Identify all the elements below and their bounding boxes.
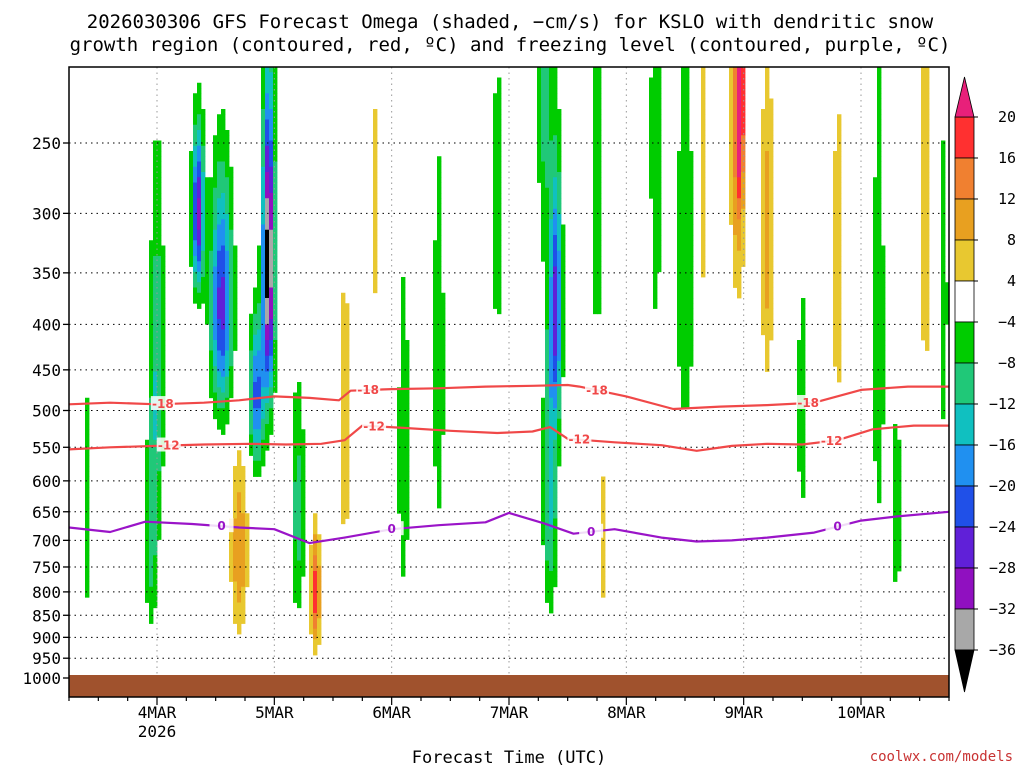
x-tick-year-label: 2026 — [138, 722, 177, 741]
x-tick-label-6MAR: 6MAR — [372, 703, 411, 722]
colorbar-tick-label: −24 — [989, 518, 1016, 536]
colorbar-over-arrow — [954, 76, 975, 118]
contour-label--18: -18 — [152, 397, 174, 411]
contour-label-bg — [150, 396, 175, 411]
colorbar-tick-label: −8 — [998, 354, 1016, 372]
colorbar-bin — [954, 280, 975, 323]
colorbar-tick-label: −4 — [998, 313, 1016, 331]
y-tick-label-950: 950 — [32, 649, 61, 668]
chart-title-line-2: growth region (contoured, red, ºC) and f… — [70, 34, 951, 56]
contour-label--18: -18 — [357, 383, 379, 397]
colorbar-tick-label: 8 — [1007, 231, 1016, 249]
y-tick-label-850: 850 — [32, 606, 61, 625]
colorbar-tick-label: −32 — [989, 600, 1016, 618]
contour-label-bg — [362, 418, 387, 433]
contour-label-bg — [209, 518, 234, 533]
colorbar-tick-label: −36 — [989, 641, 1016, 659]
contour-label--12: -12 — [158, 439, 180, 453]
contour-label--18: -18 — [586, 383, 608, 397]
surface-ground — [69, 675, 949, 697]
colorbar-bin — [954, 239, 975, 282]
colorbar-tick-label: 20 — [998, 108, 1016, 126]
x-tick-label-5MAR: 5MAR — [255, 703, 294, 722]
y-tick-label-300: 300 — [32, 204, 61, 223]
colorbar-bin — [954, 485, 975, 528]
contour-label-bg — [567, 431, 592, 446]
chart-title-line-1: 2026030306 GFS Forecast Omega (shaded, −… — [87, 11, 934, 33]
contour-label-bg — [825, 518, 850, 533]
x-tick-label-10MAR: 10MAR — [837, 703, 886, 722]
colorbar-tick-label: −20 — [989, 477, 1016, 495]
x-tick-label-7MAR: 7MAR — [490, 703, 529, 722]
y-axis: 250 300 350 400 450 500 550 600 650 700 750 800 850 9… — [22, 134, 69, 688]
contour-label--18: -18 — [797, 396, 819, 410]
colorbar-tick-label: 12 — [998, 190, 1016, 208]
colorbar-bin — [954, 321, 975, 364]
y-tick-label-250: 250 — [32, 134, 61, 153]
contour-label-0: 0 — [387, 522, 395, 536]
contour-label--12: -12 — [569, 433, 591, 447]
colorbar-bin — [954, 608, 975, 651]
colorbar-bin — [954, 526, 975, 569]
colorbar-tick-label: 4 — [1007, 272, 1016, 290]
colorbar-bin — [954, 403, 975, 446]
y-tick-label-1000: 1000 — [22, 669, 61, 688]
source-credit: coolwx.com/models — [870, 749, 1013, 765]
contour-label-bg — [585, 382, 609, 397]
colorbar-bin — [954, 157, 975, 200]
omega-shading — [85, 67, 949, 656]
x-tick-label-9MAR: 9MAR — [724, 703, 763, 722]
contour-line-0 — [69, 510, 949, 545]
contour-label-bg — [819, 432, 844, 447]
y-tick-label-550: 550 — [32, 438, 61, 457]
y-tick-label-750: 750 — [32, 558, 61, 577]
contour-label-bg — [156, 437, 181, 452]
contour-line--12 — [69, 424, 949, 452]
contour-label-bg — [356, 382, 381, 397]
temperature-contours: -18 -18 -18 -18 -12 -12 -12 -12 0 0 0 0 — [69, 382, 949, 545]
contour-label--12: -12 — [363, 419, 385, 433]
colorbar-under-arrow — [954, 649, 975, 693]
colorbar-bin — [954, 198, 975, 241]
colorbar: 20 16 12 8 4 −4 −8 −12 −16 −20 −24 −28 −32 −36 — [954, 76, 1016, 693]
y-tick-label-350: 350 — [32, 264, 61, 283]
contour-label-bg — [579, 523, 604, 538]
x-tick-label-4MAR: 4MAR — [138, 703, 177, 722]
colorbar-tick-label: −12 — [989, 395, 1016, 413]
contour-label-0: 0 — [217, 519, 225, 533]
y-tick-label-600: 600 — [32, 472, 61, 491]
colorbar-tick-label: −16 — [989, 436, 1016, 454]
y-tick-label-400: 400 — [32, 315, 61, 334]
colorbar-bin — [954, 362, 975, 405]
colorbar-bin — [954, 567, 975, 610]
colorbar-tick-label: 16 — [998, 149, 1016, 167]
x-tick-label-8MAR: 8MAR — [607, 703, 646, 722]
contour-label-0: 0 — [833, 520, 841, 534]
contour-label-0: 0 — [587, 525, 595, 539]
colorbar-bin — [954, 444, 975, 487]
contour-label-bg — [379, 521, 404, 536]
colorbar-tick-label: −28 — [989, 559, 1016, 577]
contour-label--12: -12 — [821, 434, 843, 448]
contour-line--18 — [69, 383, 949, 411]
y-tick-label-800: 800 — [32, 583, 61, 602]
y-tick-label-900: 900 — [32, 628, 61, 647]
y-tick-label-650: 650 — [32, 503, 61, 522]
x-axis-title: Forecast Time (UTC) — [412, 748, 606, 768]
colorbar-bin — [954, 116, 975, 159]
y-tick-label-450: 450 — [32, 361, 61, 380]
y-tick-label-700: 700 — [32, 531, 61, 550]
contour-label-bg — [796, 394, 821, 409]
y-tick-label-500: 500 — [32, 402, 61, 421]
